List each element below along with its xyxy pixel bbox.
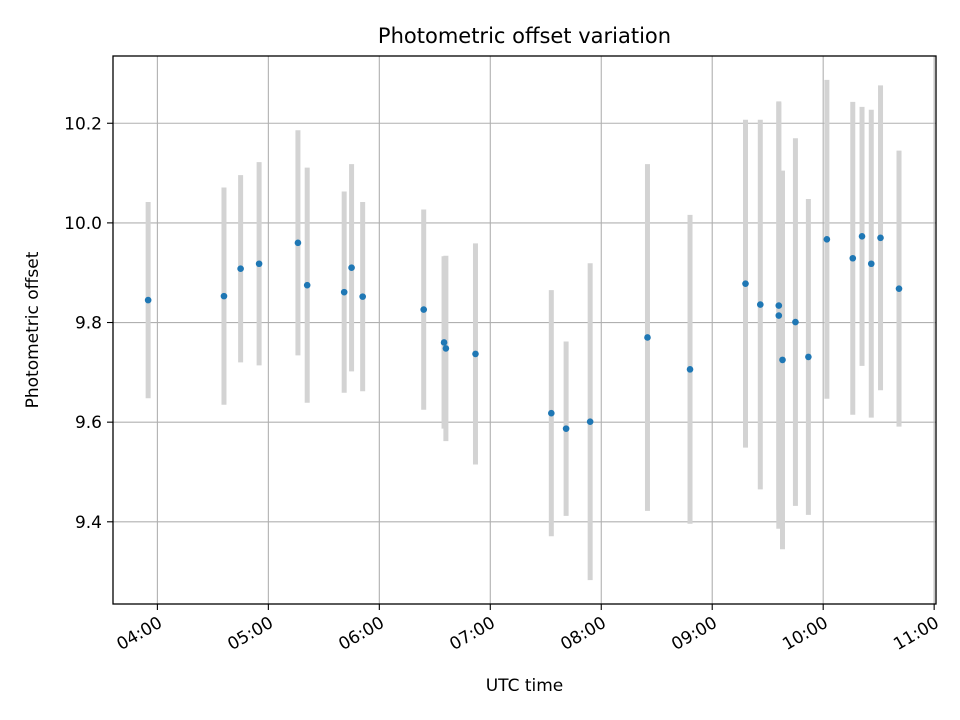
y-tick-label: 10.0 xyxy=(64,214,102,234)
data-point xyxy=(562,425,570,432)
data-point xyxy=(823,236,831,243)
data-point xyxy=(775,302,783,309)
data-point xyxy=(805,353,812,361)
y-tick-label: 10.2 xyxy=(64,114,102,134)
data-point xyxy=(644,334,651,341)
data-point xyxy=(742,280,749,287)
data-point xyxy=(867,260,875,268)
plot-frame xyxy=(112,55,937,605)
grid xyxy=(113,56,936,604)
data-point xyxy=(255,260,263,268)
data-point xyxy=(420,306,428,313)
data-point xyxy=(586,418,594,425)
data-point xyxy=(895,285,903,292)
data-point xyxy=(144,296,152,304)
data-point xyxy=(294,239,302,247)
y-axis: 9.4 9.6 9.8 10.0 10.2 xyxy=(64,114,113,533)
data-point xyxy=(359,293,366,300)
data-point xyxy=(237,265,244,273)
data-points xyxy=(144,233,903,432)
data-point xyxy=(442,345,450,352)
y-tick-label: 9.6 xyxy=(75,413,102,433)
data-point xyxy=(472,350,479,358)
x-axis-label: UTC time xyxy=(486,676,564,696)
data-point xyxy=(548,409,555,417)
data-point xyxy=(779,356,786,364)
data-point xyxy=(340,288,348,296)
data-point xyxy=(775,312,783,319)
data-point xyxy=(440,339,448,346)
data-point xyxy=(877,234,884,242)
data-point xyxy=(303,281,311,289)
data-point xyxy=(849,254,857,262)
data-point xyxy=(792,318,799,326)
data-point xyxy=(348,264,355,272)
y-tick-label: 9.8 xyxy=(75,314,102,334)
y-axis-label: Photometric offset xyxy=(23,251,43,408)
data-point xyxy=(757,301,764,308)
chart-title: Photometric offset variation xyxy=(378,24,671,48)
data-point xyxy=(686,366,694,373)
data-point xyxy=(220,292,228,300)
y-tick-label: 9.4 xyxy=(75,513,102,533)
data-point xyxy=(858,233,866,240)
